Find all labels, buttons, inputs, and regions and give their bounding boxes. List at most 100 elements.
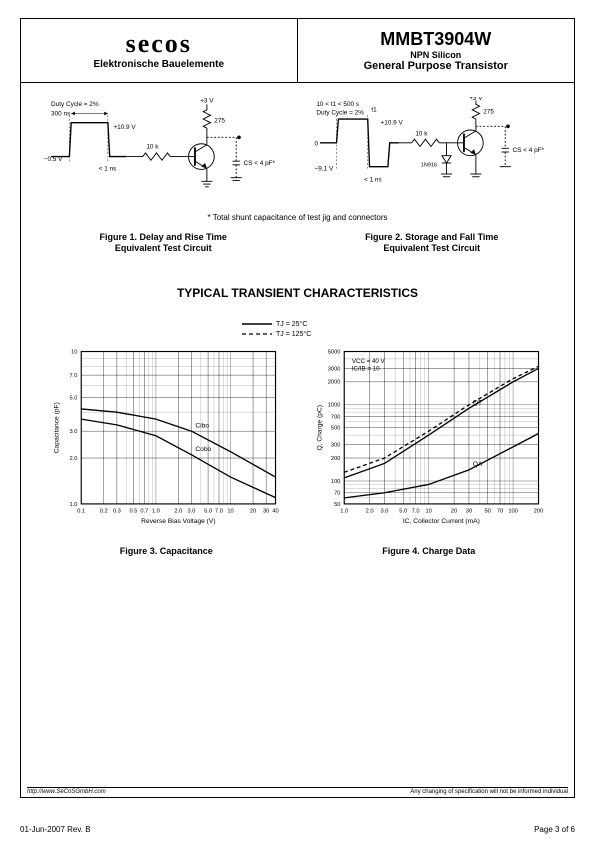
footer-disclaimer: Any changing of specification will not b… <box>410 789 568 795</box>
svg-text:200: 200 <box>534 508 544 514</box>
charts-row: 0.10.20.30.50.71.02.03.05.07.0102030401.… <box>21 342 574 557</box>
svg-text:2000: 2000 <box>327 379 340 385</box>
figure4-chart: 1.02.03.05.07.01020305070100200507010020… <box>303 342 555 542</box>
svg-text:10: 10 <box>71 349 77 355</box>
page-frame: secos Elektronische Bauelemente MMBT3904… <box>20 18 575 798</box>
svg-text:275: 275 <box>215 118 226 125</box>
chart-legend: TJ = 25°C TJ = 125°C <box>21 318 574 338</box>
figure2-circuit: 10 < t1 < 500 s Duty Cycle = 2% t1 +10.9… <box>303 97 561 207</box>
svg-text:0.3: 0.3 <box>113 508 121 514</box>
svg-text:2.0: 2.0 <box>175 508 183 514</box>
svg-text:CS < 4 pF*: CS < 4 pF* <box>244 160 276 167</box>
svg-text:70: 70 <box>497 508 503 514</box>
svg-text:−9.1 V: −9.1 V <box>314 165 333 172</box>
svg-text:300 ns: 300 ns <box>51 110 70 117</box>
svg-text:50: 50 <box>334 501 340 507</box>
svg-text:5.0: 5.0 <box>70 395 78 401</box>
svg-text:7.0: 7.0 <box>70 373 78 379</box>
svg-text:1.0: 1.0 <box>340 508 348 514</box>
svg-text:70: 70 <box>334 490 340 496</box>
svg-text:30: 30 <box>263 508 269 514</box>
figure1-circuit: Duty Cycle = 2% 300 ns +10.9 V −0.5 V < … <box>34 97 292 207</box>
footer-url: http://www.SeCoSGmbH.com <box>27 789 106 795</box>
circuits-row: Duty Cycle = 2% 300 ns +10.9 V −0.5 V < … <box>21 83 574 211</box>
svg-text:QT: QT <box>473 399 482 406</box>
svg-text:700: 700 <box>331 414 341 420</box>
svg-text:7.0: 7.0 <box>411 508 419 514</box>
svg-text:1.0: 1.0 <box>152 508 160 514</box>
shunt-note: * Total shunt capacitance of test jig an… <box>21 213 574 222</box>
svg-text:200: 200 <box>331 456 341 462</box>
svg-text:20: 20 <box>250 508 256 514</box>
logo-text: secos <box>126 31 192 57</box>
svg-text:< 1 ns: < 1 ns <box>364 176 382 183</box>
figure2-box: 10 < t1 < 500 s Duty Cycle = 2% t1 +10.9… <box>303 97 561 207</box>
section-title: TYPICAL TRANSIENT CHARACTERISTICS <box>21 286 574 300</box>
svg-text:1.0: 1.0 <box>70 501 78 507</box>
svg-text:0.5: 0.5 <box>130 508 138 514</box>
svg-text:20: 20 <box>451 508 457 514</box>
svg-text:100: 100 <box>508 508 518 514</box>
svg-text:IC/IB = 10: IC/IB = 10 <box>352 365 380 372</box>
svg-text:−0.5 V: −0.5 V <box>44 156 63 163</box>
svg-text:+3 V: +3 V <box>469 97 483 102</box>
footer-date: 01-Jun-2007 Rev. B <box>20 825 91 834</box>
part-number: MMBT3904W <box>380 29 491 50</box>
svg-text:1000: 1000 <box>327 402 340 408</box>
svg-text:30: 30 <box>466 508 472 514</box>
svg-text:500: 500 <box>331 425 341 431</box>
svg-text:Reverse Bias Voltage (V): Reverse Bias Voltage (V) <box>141 518 215 525</box>
svg-text:+3 V: +3 V <box>201 98 215 105</box>
logo-subtitle: Elektronische Bauelemente <box>93 59 224 70</box>
svg-text:5000: 5000 <box>327 349 340 355</box>
header-row: secos Elektronische Bauelemente MMBT3904… <box>21 19 574 83</box>
svg-text:10 k: 10 k <box>415 131 428 138</box>
svg-text:3000: 3000 <box>327 366 340 372</box>
svg-text:0.2: 0.2 <box>100 508 108 514</box>
svg-text:50: 50 <box>484 508 490 514</box>
figure3-chart: 0.10.20.30.50.71.02.03.05.07.0102030401.… <box>40 342 292 542</box>
svg-text:3.0: 3.0 <box>380 508 388 514</box>
svg-text:10 < t1 < 500 s: 10 < t1 < 500 s <box>316 101 359 108</box>
svg-text:Cobo: Cobo <box>196 446 212 453</box>
svg-text:3.0: 3.0 <box>70 429 78 435</box>
svg-text:Duty Cycle = 2%: Duty Cycle = 2% <box>51 101 99 108</box>
figure4-box: 1.02.03.05.07.01020305070100200507010020… <box>303 342 555 557</box>
svg-text:5.0: 5.0 <box>204 508 212 514</box>
part-subtitle1: NPN Silicon <box>410 50 461 60</box>
svg-text:TJ = 25°C: TJ = 25°C <box>276 320 307 328</box>
svg-text:2.0: 2.0 <box>365 508 373 514</box>
svg-text:Duty Cycle = 2%: Duty Cycle = 2% <box>316 109 364 116</box>
svg-text:0.7: 0.7 <box>141 508 149 514</box>
header-right: MMBT3904W NPN Silicon General Purpose Tr… <box>298 19 575 82</box>
svg-text:QA: QA <box>473 461 483 468</box>
figure4-caption: Figure 4. Charge Data <box>382 546 475 557</box>
svg-text:IC, Collector Current (mA): IC, Collector Current (mA) <box>403 518 480 525</box>
svg-text:10 k: 10 k <box>147 143 160 150</box>
figure3-box: 0.10.20.30.50.71.02.03.05.07.0102030401.… <box>40 342 292 557</box>
header-left: secos Elektronische Bauelemente <box>21 19 298 82</box>
svg-text:Cibo: Cibo <box>196 422 210 429</box>
svg-text:Capacitance (pF): Capacitance (pF) <box>54 402 61 453</box>
svg-text:1N916: 1N916 <box>421 163 437 169</box>
svg-text:0.1: 0.1 <box>78 508 86 514</box>
svg-text:CS < 4 pF*: CS < 4 pF* <box>512 147 544 154</box>
footer-page: Page 3 of 6 <box>534 825 575 834</box>
svg-text:7.0: 7.0 <box>215 508 223 514</box>
svg-text:0: 0 <box>314 141 318 148</box>
svg-text:10: 10 <box>425 508 431 514</box>
svg-text:40: 40 <box>273 508 279 514</box>
svg-text:+10.9 V: +10.9 V <box>380 120 403 127</box>
part-subtitle2: General Purpose Transistor <box>364 60 508 72</box>
svg-text:VCC = 40 V: VCC = 40 V <box>352 358 386 365</box>
figure2-caption: Figure 2. Storage and Fall Time Equivale… <box>365 232 498 254</box>
svg-text:300: 300 <box>331 442 341 448</box>
svg-text:< 1 ns: < 1 ns <box>99 165 117 172</box>
svg-text:Q, Charge (pC): Q, Charge (pC) <box>316 405 323 451</box>
footer-inside: http://www.SeCoSGmbH.com Any changing of… <box>27 787 568 795</box>
svg-text:3.0: 3.0 <box>188 508 196 514</box>
svg-text:5.0: 5.0 <box>399 508 407 514</box>
figure1-box: Duty Cycle = 2% 300 ns +10.9 V −0.5 V < … <box>34 97 292 207</box>
footer-outside: 01-Jun-2007 Rev. B Page 3 of 6 <box>20 825 575 834</box>
svg-text:+10.9 V: +10.9 V <box>114 124 137 131</box>
